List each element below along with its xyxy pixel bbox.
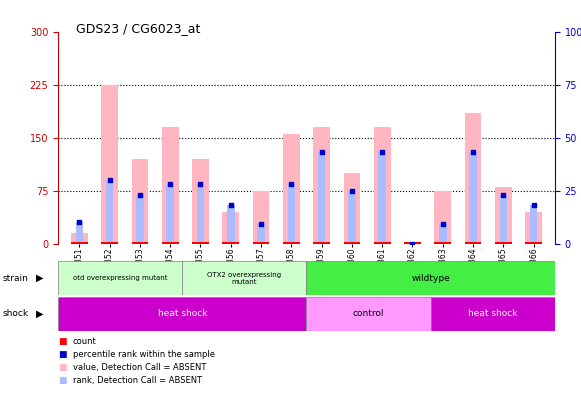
Point bbox=[347, 187, 357, 194]
Text: OTX2 overexpressing
mutant: OTX2 overexpressing mutant bbox=[207, 272, 281, 285]
Point bbox=[135, 192, 145, 198]
Text: ▶: ▶ bbox=[36, 273, 44, 283]
Bar bbox=[439, 225, 447, 244]
Text: heat shock: heat shock bbox=[468, 309, 518, 318]
Bar bbox=[431, 297, 555, 331]
Bar bbox=[313, 127, 330, 244]
Bar bbox=[374, 242, 390, 244]
Bar bbox=[136, 195, 144, 244]
Bar bbox=[343, 173, 360, 244]
Bar bbox=[101, 242, 118, 244]
Point bbox=[226, 202, 235, 209]
Bar bbox=[378, 152, 386, 244]
Bar bbox=[182, 261, 307, 295]
Point bbox=[317, 149, 327, 156]
Bar bbox=[71, 242, 88, 244]
Bar bbox=[101, 85, 118, 244]
Bar bbox=[435, 190, 451, 244]
Bar bbox=[343, 242, 360, 244]
Bar bbox=[465, 113, 482, 244]
Text: control: control bbox=[353, 309, 384, 318]
Text: wildtype: wildtype bbox=[411, 274, 450, 283]
Bar bbox=[500, 195, 507, 244]
Point bbox=[74, 219, 84, 225]
Point bbox=[286, 181, 296, 187]
Bar bbox=[313, 242, 330, 244]
Bar bbox=[465, 242, 482, 244]
Bar bbox=[253, 190, 270, 244]
Point bbox=[196, 181, 205, 187]
Bar bbox=[192, 242, 209, 244]
Text: ▶: ▶ bbox=[36, 309, 44, 319]
Bar bbox=[283, 134, 300, 244]
Point bbox=[498, 192, 508, 198]
Text: ■: ■ bbox=[58, 376, 67, 385]
Bar bbox=[131, 159, 148, 244]
Point bbox=[438, 221, 447, 228]
Text: GDS23 / CG6023_at: GDS23 / CG6023_at bbox=[76, 22, 200, 35]
Bar bbox=[469, 152, 477, 244]
Text: value, Detection Call = ABSENT: value, Detection Call = ABSENT bbox=[73, 363, 206, 372]
Bar bbox=[197, 184, 205, 244]
Bar bbox=[253, 242, 270, 244]
Bar bbox=[71, 233, 88, 244]
Point bbox=[378, 149, 387, 156]
Bar bbox=[223, 212, 239, 244]
Bar bbox=[525, 242, 542, 244]
Bar bbox=[58, 261, 182, 295]
Text: otd overexpressing mutant: otd overexpressing mutant bbox=[73, 275, 167, 281]
Bar bbox=[131, 242, 148, 244]
Text: count: count bbox=[73, 337, 96, 346]
Bar bbox=[58, 297, 307, 331]
Point bbox=[256, 221, 266, 228]
Bar bbox=[162, 242, 178, 244]
Point bbox=[105, 177, 114, 183]
Point bbox=[166, 181, 175, 187]
Text: ■: ■ bbox=[58, 350, 67, 359]
Bar bbox=[76, 222, 83, 244]
Text: ■: ■ bbox=[58, 337, 67, 346]
Text: ■: ■ bbox=[58, 363, 67, 372]
Bar bbox=[223, 242, 239, 244]
Point bbox=[408, 240, 417, 247]
Bar bbox=[166, 184, 174, 244]
Text: shock: shock bbox=[3, 309, 29, 318]
Bar bbox=[307, 261, 555, 295]
Bar bbox=[374, 127, 390, 244]
Text: heat shock: heat shock bbox=[157, 309, 207, 318]
Bar bbox=[283, 242, 300, 244]
Bar bbox=[435, 242, 451, 244]
Bar bbox=[257, 225, 265, 244]
Text: rank, Detection Call = ABSENT: rank, Detection Call = ABSENT bbox=[73, 376, 202, 385]
Bar bbox=[318, 152, 325, 244]
Bar bbox=[530, 206, 537, 244]
Bar bbox=[307, 297, 431, 331]
Point bbox=[529, 202, 539, 209]
Bar bbox=[162, 127, 178, 244]
Text: percentile rank within the sample: percentile rank within the sample bbox=[73, 350, 214, 359]
Bar bbox=[348, 190, 356, 244]
Bar bbox=[192, 159, 209, 244]
Bar bbox=[288, 184, 295, 244]
Bar bbox=[495, 242, 512, 244]
Point bbox=[468, 149, 478, 156]
Bar bbox=[404, 242, 421, 244]
Bar bbox=[525, 212, 542, 244]
Bar bbox=[495, 187, 512, 244]
Text: strain: strain bbox=[3, 274, 29, 283]
Bar bbox=[106, 180, 113, 244]
Bar bbox=[227, 206, 235, 244]
